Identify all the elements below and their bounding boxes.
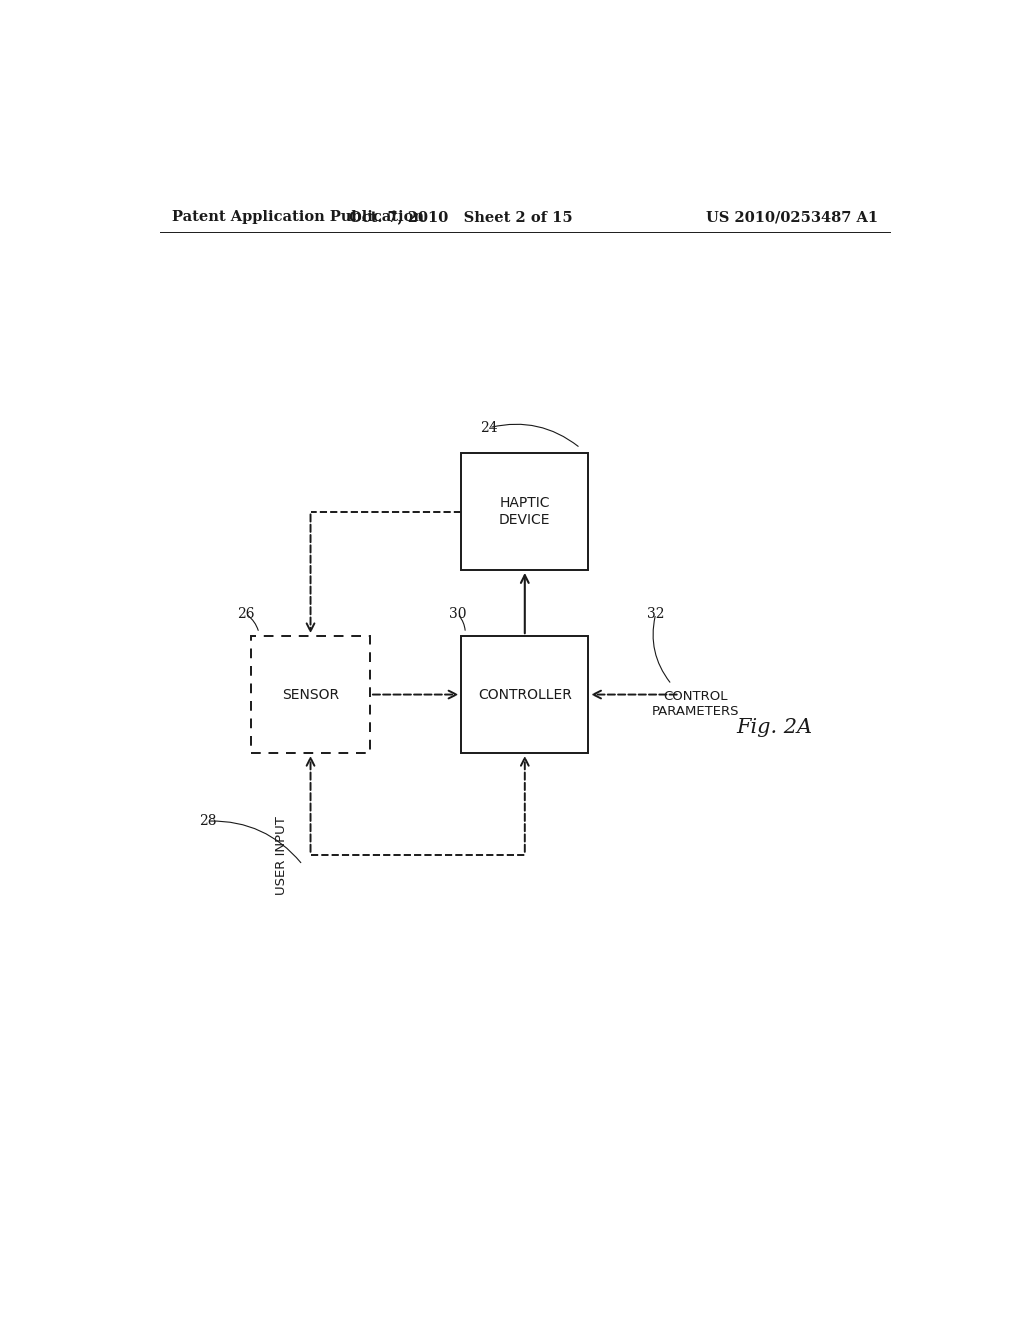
Bar: [461, 636, 588, 752]
Text: CONTROL
PARAMETERS: CONTROL PARAMETERS: [651, 690, 739, 718]
Text: Patent Application Publication: Patent Application Publication: [172, 210, 424, 224]
Bar: [251, 636, 370, 752]
Text: 30: 30: [449, 607, 466, 620]
Text: USER INPUT: USER INPUT: [274, 816, 288, 895]
Text: SENSOR: SENSOR: [282, 688, 339, 701]
Text: US 2010/0253487 A1: US 2010/0253487 A1: [706, 210, 878, 224]
Text: 28: 28: [199, 814, 216, 828]
Text: 24: 24: [480, 421, 498, 434]
Text: Fig. 2A: Fig. 2A: [736, 718, 813, 737]
Text: 26: 26: [237, 607, 254, 620]
Text: 32: 32: [647, 607, 665, 620]
Bar: [461, 453, 588, 570]
Text: Oct. 7, 2010   Sheet 2 of 15: Oct. 7, 2010 Sheet 2 of 15: [349, 210, 573, 224]
Text: HAPTIC
DEVICE: HAPTIC DEVICE: [499, 496, 551, 527]
Text: CONTROLLER: CONTROLLER: [478, 688, 571, 701]
